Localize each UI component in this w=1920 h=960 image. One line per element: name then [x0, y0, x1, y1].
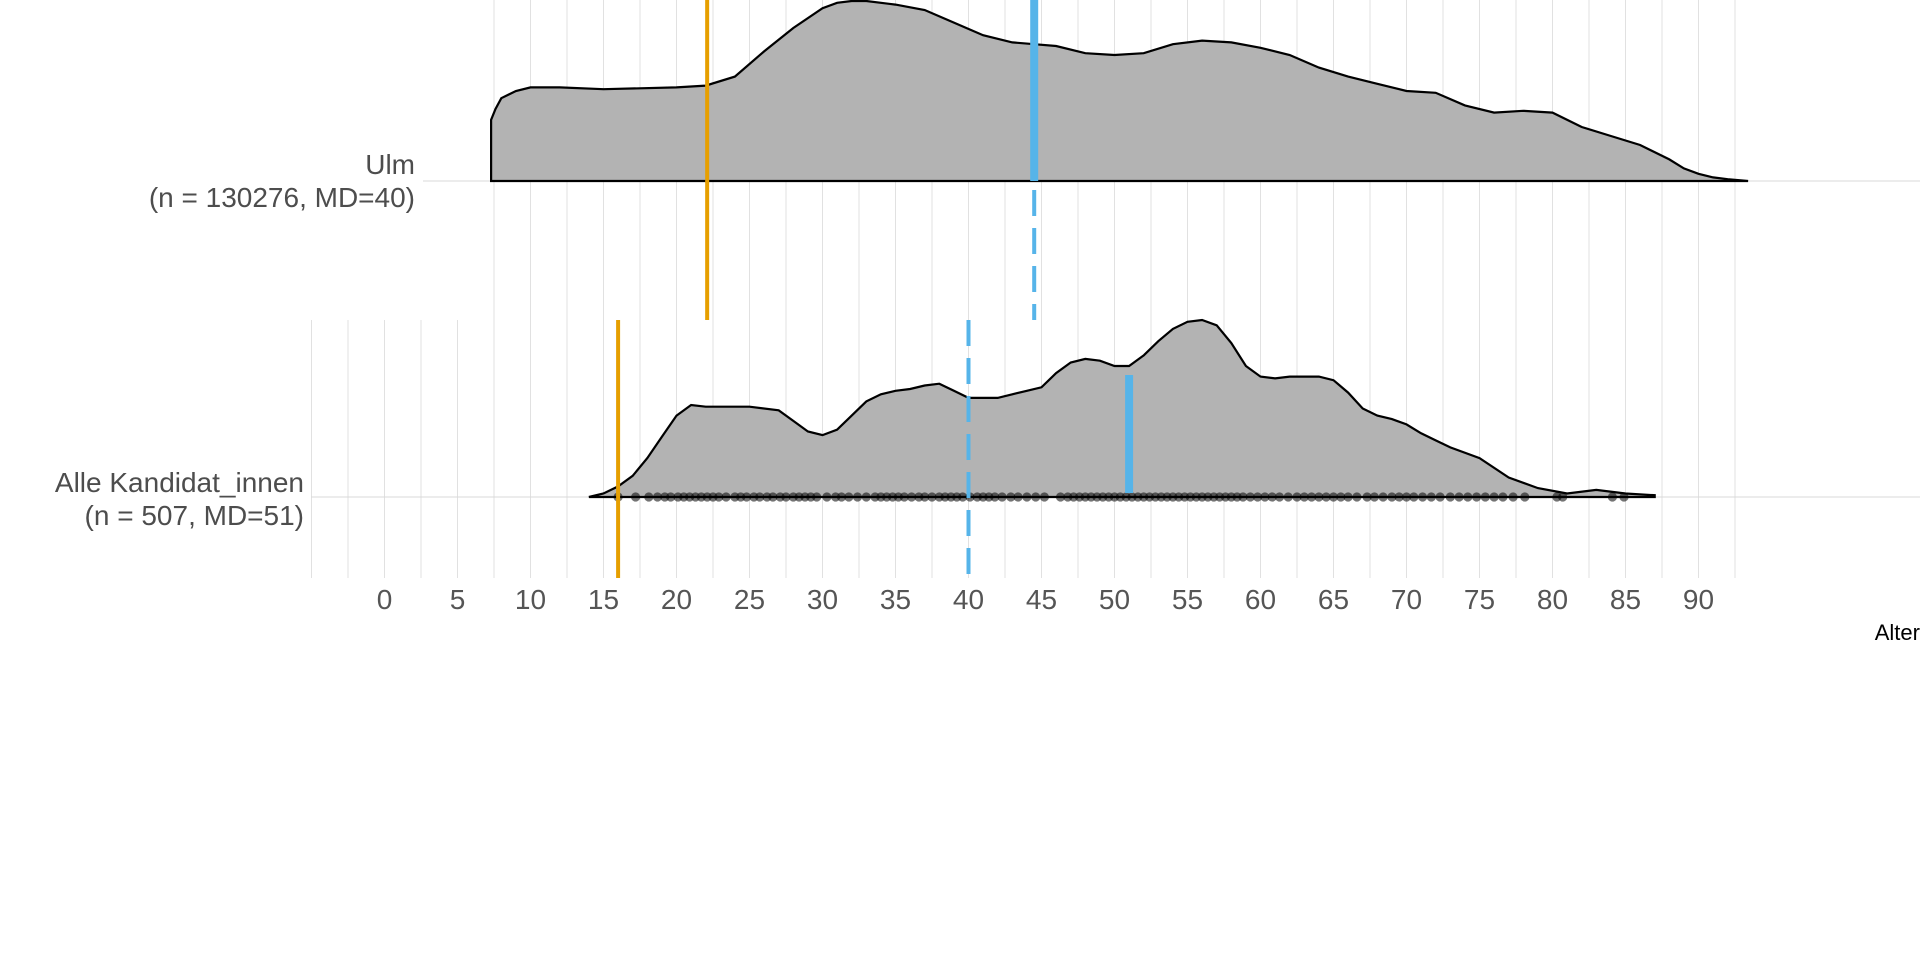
density-area: [588, 318, 1656, 499]
data-point: [1498, 492, 1508, 502]
data-point: [1607, 492, 1617, 502]
data-point: [644, 492, 654, 502]
x-tick-label: 30: [807, 584, 838, 615]
data-point: [714, 492, 724, 502]
data-point: [1253, 492, 1263, 502]
data-point: [899, 492, 909, 502]
x-tick-label: 10: [515, 584, 546, 615]
panel-label-name: Ulm: [365, 149, 415, 180]
data-point: [1378, 492, 1388, 502]
data-point: [1401, 492, 1412, 502]
data-point: [742, 492, 752, 502]
data-point: [781, 492, 791, 502]
data-point: [990, 492, 1000, 502]
data-point: [822, 492, 832, 502]
x-tick-label: 35: [880, 584, 911, 615]
data-point: [1387, 492, 1397, 502]
data-point: [1260, 492, 1270, 502]
data-point: [1520, 492, 1530, 502]
data-point: [1418, 492, 1428, 502]
data-point: [1055, 492, 1066, 502]
data-point: [1292, 492, 1302, 502]
panel-1: Alle Kandidat_innen(n = 507, MD=51): [55, 318, 1920, 578]
data-point: [1022, 492, 1032, 502]
data-point: [1472, 492, 1482, 502]
data-point: [852, 492, 863, 502]
data-point: [1039, 492, 1049, 502]
data-point: [1463, 492, 1473, 502]
data-point: [997, 492, 1007, 502]
data-point: [1267, 492, 1277, 502]
data-point: [1238, 492, 1248, 502]
data-point: [1013, 492, 1023, 502]
data-point: [721, 492, 731, 502]
data-point: [1489, 492, 1499, 502]
x-tick-label: 20: [661, 584, 692, 615]
data-point: [1299, 492, 1309, 502]
data-point: [1445, 492, 1455, 502]
x-tick-label: 15: [588, 584, 619, 615]
panel-label-stats: (n = 130276, MD=40): [149, 182, 415, 213]
data-point: [844, 492, 854, 502]
x-tick-label: 5: [450, 584, 466, 615]
data-point: [1435, 492, 1445, 502]
x-tick-label: 65: [1318, 584, 1349, 615]
x-tick-label: 70: [1391, 584, 1422, 615]
panel-0: Ulm(n = 130276, MD=40): [149, 0, 1920, 320]
data-point: [861, 492, 871, 502]
x-tick-label: 55: [1172, 584, 1203, 615]
data-point: [1328, 492, 1339, 502]
x-tick-label: 40: [953, 584, 984, 615]
data-point: [1508, 492, 1518, 502]
data-point: [666, 492, 676, 502]
data-point: [1369, 492, 1379, 502]
data-point: [907, 492, 917, 502]
data-point: [1336, 492, 1346, 502]
data-point: [1307, 492, 1317, 502]
data-point: [1283, 492, 1293, 502]
x-tick-label: 90: [1683, 584, 1714, 615]
x-axis: 0 5 10 15 20 25 30 35 40 45 50 55 60 65 70 75 80 85 90: [377, 584, 1714, 615]
data-point: [631, 492, 641, 502]
data-point: [1321, 492, 1331, 502]
data-point: [1274, 492, 1285, 502]
data-point: [812, 492, 822, 502]
data-point: [1352, 492, 1362, 502]
data-point: [1454, 492, 1464, 502]
data-point: [958, 492, 968, 502]
x-tick-label: 75: [1464, 584, 1495, 615]
data-point: [927, 492, 937, 502]
data-point: [1006, 492, 1016, 502]
x-tick-label: 50: [1099, 584, 1130, 615]
panel-label-name: Alle Kandidat_innen: [55, 467, 304, 498]
data-point: [1426, 492, 1436, 502]
data-point: [1245, 492, 1255, 502]
data-point: [1619, 492, 1629, 502]
data-point: [836, 492, 847, 502]
chart-panels: Ulm(n = 130276, MD=40)Alle Kandidat_inne…: [55, 0, 1920, 578]
x-axis-title: Alter: [1875, 620, 1920, 645]
x-tick-label: 80: [1537, 584, 1568, 615]
x-tick-label: 0: [377, 584, 393, 615]
data-point: [652, 492, 663, 502]
data-point: [920, 492, 930, 502]
data-point: [1343, 492, 1353, 502]
panel-label-stats: (n = 507, MD=51): [85, 500, 304, 531]
data-point: [768, 492, 778, 502]
x-tick-label: 60: [1245, 584, 1276, 615]
x-tick-label: 45: [1026, 584, 1057, 615]
data-point: [1314, 492, 1324, 502]
data-point: [1409, 492, 1419, 502]
data-point: [1480, 492, 1490, 502]
x-tick-label: 25: [734, 584, 765, 615]
x-tick-label: 85: [1610, 584, 1641, 615]
density-area: [490, 0, 1749, 183]
data-point: [755, 492, 765, 502]
data-point: [1031, 492, 1041, 502]
data-point: [1394, 492, 1404, 502]
data-point: [1558, 492, 1568, 502]
data-point: [1362, 492, 1372, 502]
